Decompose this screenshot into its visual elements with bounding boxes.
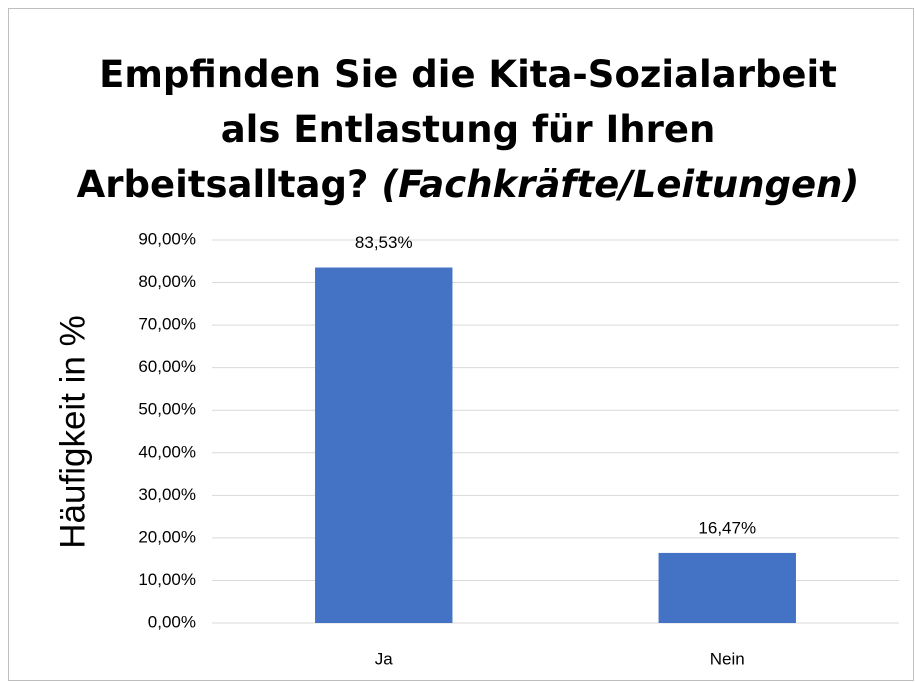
x-tick-label: Nein (710, 649, 745, 668)
title-line: Empfinden Sie die Kita-Sozialarbeit (99, 53, 837, 96)
y-tick-label: 40,00% (138, 442, 196, 461)
y-tick-label: 90,00% (138, 229, 196, 248)
y-tick-label: 70,00% (138, 315, 196, 334)
title-line: Arbeitsalltag? (77, 163, 369, 206)
bar (658, 552, 796, 623)
chart-title: Empfinden Sie die Kita-Sozialarbeit (99, 53, 837, 96)
bar (315, 267, 453, 623)
x-tick-label: Ja (375, 649, 394, 668)
y-tick-label: 50,00% (138, 400, 196, 419)
y-tick-label: 20,00% (138, 527, 196, 546)
value-label: 16,47% (698, 518, 756, 537)
y-tick-label: 80,00% (138, 272, 196, 291)
value-label: 83,53% (355, 233, 413, 252)
y-tick-label: 30,00% (138, 485, 196, 504)
y-tick-label: 0,00% (148, 612, 196, 631)
y-tick-label: 60,00% (138, 357, 196, 376)
title-line: als Entlastung für Ihren (221, 108, 716, 151)
y-axis-label: Häufigkeit in % (53, 315, 92, 548)
chart-title: als Entlastung für Ihren (221, 108, 716, 151)
y-tick-label: 10,00% (138, 570, 196, 589)
chart-title: Arbeitsalltag? (Fachkräfte/Leitungen) (77, 163, 860, 206)
chart-subtitle: (Fachkräfte/Leitungen) (381, 163, 859, 206)
